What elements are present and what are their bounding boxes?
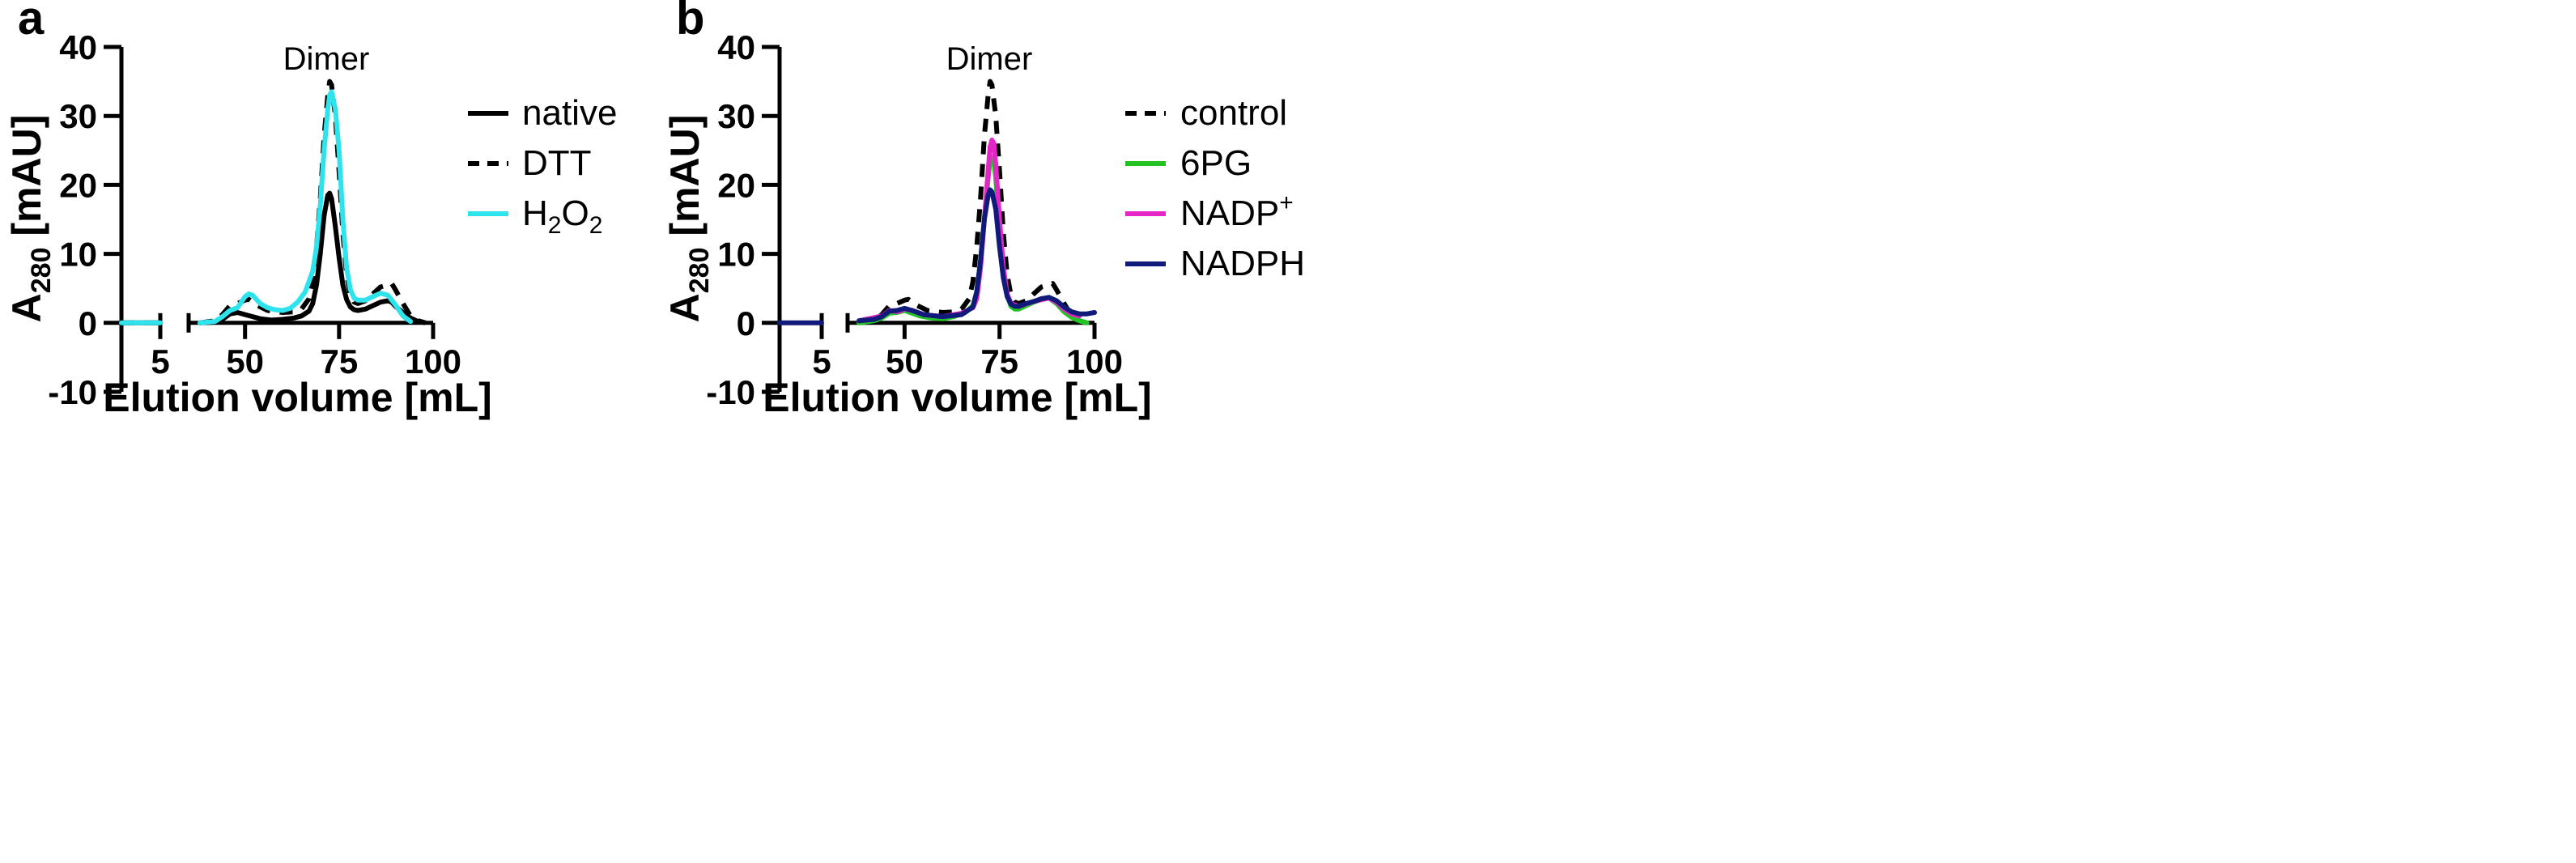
x-tick-label: 75 [980, 342, 1018, 380]
legend-label-part: 2 [589, 212, 603, 239]
legend-label-part: 2 [548, 212, 562, 239]
y-tick-label: 20 [717, 166, 755, 204]
y-axis-title-unit: [mAU] [4, 115, 49, 248]
panel-label: a [18, 0, 45, 45]
dimer-annotation: Dimer [283, 41, 370, 77]
legend-label: control [1180, 93, 1287, 133]
y-tick-label: 40 [59, 28, 97, 66]
legend-label-part: + [1279, 189, 1294, 216]
x-tick-label: 100 [1066, 342, 1123, 380]
legend-label: native [522, 93, 617, 133]
y-tick-label: 0 [737, 304, 755, 342]
y-axis-title-main: A [662, 293, 708, 322]
series-line-dtt [199, 79, 427, 325]
y-axis-title: A280 [mAU] [662, 115, 715, 323]
y-tick-label: -10 [48, 373, 97, 411]
y-tick-label: 20 [59, 166, 97, 204]
y-tick-label: 30 [717, 97, 755, 135]
y-axis-title-main: A [4, 293, 49, 322]
series-line-nadp- [857, 138, 1082, 324]
x-tick-label: 100 [405, 342, 461, 380]
y-tick-label: 40 [717, 28, 755, 66]
y-axis-title-sub: 280 [26, 248, 57, 294]
legend-label-part: NADP [1180, 193, 1279, 233]
legend-label-part: O [561, 193, 589, 233]
series-line-h2o2 [197, 89, 414, 325]
y-axis-title: A280 [mAU] [4, 115, 57, 323]
y-tick-label: 0 [79, 304, 97, 342]
legend-label: H2O2 [522, 193, 602, 239]
y-tick-label: -10 [706, 373, 755, 411]
x-axis-title: Elution volume [mL] [103, 375, 492, 420]
series-line-nadph [857, 187, 1097, 324]
series-line-native [197, 190, 421, 325]
panel-label: b [676, 0, 704, 45]
x-tick-label: 75 [320, 342, 358, 380]
y-tick-label: 30 [59, 97, 97, 135]
y-tick-label: 10 [59, 236, 97, 274]
dimer-annotation: Dimer [946, 41, 1033, 77]
y-tick-label: 10 [717, 236, 755, 274]
series-line-control [858, 79, 1088, 325]
legend-label: DTT [522, 143, 592, 183]
x-tick-label: 5 [151, 342, 169, 380]
y-axis-title-unit: [mAU] [662, 115, 708, 248]
x-tick-label: 50 [886, 342, 924, 380]
legend-label: 6PG [1180, 143, 1252, 183]
y-axis-title-sub: 280 [684, 248, 715, 294]
legend-label-part: H [522, 193, 548, 233]
x-axis-title: Elution volume [mL] [763, 375, 1152, 420]
legend-label: NADPH [1180, 244, 1305, 283]
x-tick-label: 5 [812, 342, 831, 380]
legend-label: NADP+ [1180, 189, 1294, 233]
x-tick-label: 50 [226, 342, 264, 380]
